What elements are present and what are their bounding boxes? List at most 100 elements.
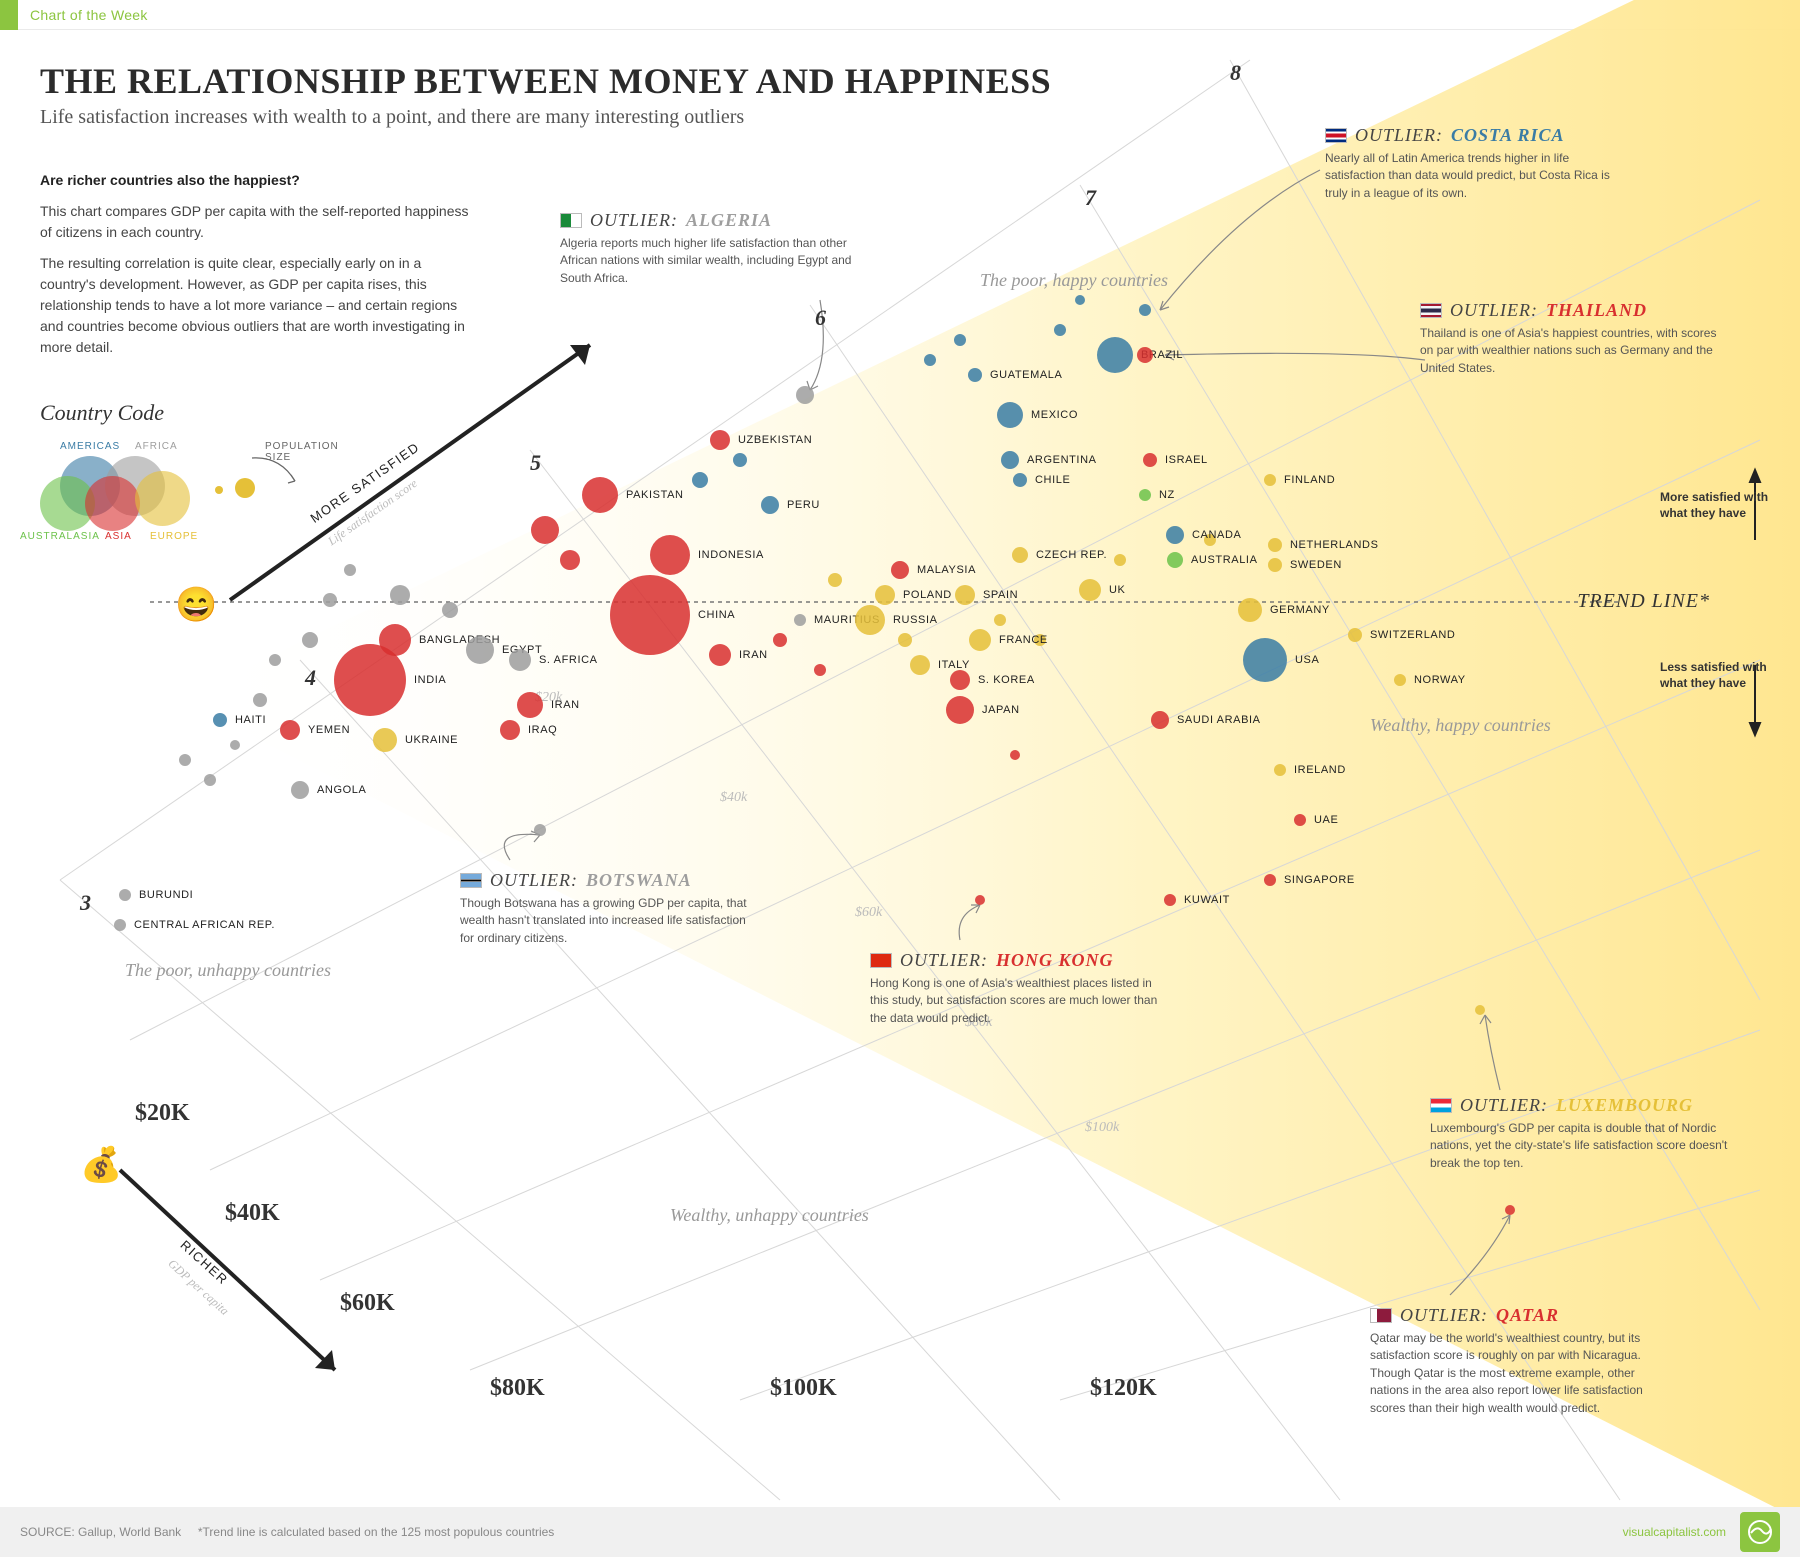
country-label: INDIA xyxy=(414,674,446,686)
callout-costarica: OUTLIER: COSTA RICA Nearly all of Latin … xyxy=(1325,125,1625,202)
country-dot xyxy=(213,713,227,727)
country-label: HAITI xyxy=(235,714,266,726)
country-label: IRAN xyxy=(739,649,768,661)
country-dot xyxy=(709,644,731,666)
life-tick: 3 xyxy=(80,890,91,916)
callout-country: LUXEMBOURG xyxy=(1556,1095,1693,1116)
gdp-tick: $40K xyxy=(225,1200,280,1227)
gdp-tick: $120K xyxy=(1090,1375,1157,1402)
country-dot xyxy=(323,593,337,607)
country-dot xyxy=(442,602,458,618)
country-label: ARGENTINA xyxy=(1027,454,1097,466)
gdp-tick: $60K xyxy=(340,1290,395,1317)
country-label: CZECH REP. xyxy=(1036,549,1107,561)
country-label: CENTRAL AFRICAN REP. xyxy=(134,919,275,931)
callout-country: COSTA RICA xyxy=(1451,125,1565,146)
callout-hongkong: OUTLIER: HONG KONG Hong Kong is one of A… xyxy=(870,950,1170,1027)
footer-note: *Trend line is calculated based on the 1… xyxy=(198,1525,554,1539)
country-dot xyxy=(466,636,494,664)
country-dot xyxy=(898,633,912,647)
country-label: SINGAPORE xyxy=(1284,874,1355,886)
callout-country: ALGERIA xyxy=(686,210,772,231)
callout-body: Though Botswana has a growing GDP per ca… xyxy=(460,895,760,947)
country-label: CANADA xyxy=(1192,529,1241,541)
country-dot xyxy=(950,670,970,690)
gdp-tick: $20K xyxy=(135,1100,190,1127)
country-dot xyxy=(230,740,240,750)
country-dot xyxy=(1238,598,1262,622)
country-dot xyxy=(710,430,730,450)
country-label: NETHERLANDS xyxy=(1290,539,1379,551)
life-tick: 4 xyxy=(305,665,316,691)
country-label: IRELAND xyxy=(1294,764,1346,776)
outlier-word: OUTLIER: xyxy=(590,210,678,231)
country-dot xyxy=(1294,814,1306,826)
country-dot xyxy=(1164,894,1176,906)
outlier-word: OUTLIER: xyxy=(900,950,988,971)
country-dot xyxy=(875,585,895,605)
country-dot xyxy=(1001,451,1019,469)
callout-head: OUTLIER: COSTA RICA xyxy=(1325,125,1625,146)
country-label: YEMEN xyxy=(308,724,350,736)
country-dot xyxy=(1139,304,1151,316)
country-dot xyxy=(1243,638,1287,682)
flag-icon xyxy=(1420,303,1442,318)
callout-head: OUTLIER: LUXEMBOURG xyxy=(1430,1095,1730,1116)
country-dot xyxy=(204,774,216,786)
country-dot xyxy=(179,754,191,766)
country-label: UZBEKISTAN xyxy=(738,434,812,446)
country-label: S. KOREA xyxy=(978,674,1035,686)
country-dot xyxy=(379,624,411,656)
country-dot xyxy=(997,402,1023,428)
callout-head: OUTLIER: QATAR xyxy=(1370,1305,1670,1326)
country-dot xyxy=(969,629,991,651)
callout-country: QATAR xyxy=(1496,1305,1559,1326)
life-tick: 7 xyxy=(1085,185,1096,211)
country-dot xyxy=(1097,337,1133,373)
country-label: RUSSIA xyxy=(893,614,938,626)
country-dot xyxy=(1166,526,1184,544)
country-dot xyxy=(946,696,974,724)
country-dot xyxy=(582,477,618,513)
infographic-root: { "topbar": { "label": "Chart of the Wee… xyxy=(0,0,1800,1557)
flag-icon xyxy=(870,953,892,968)
footer: SOURCE: Gallup, World Bank *Trend line i… xyxy=(0,1507,1800,1557)
country-label: SPAIN xyxy=(983,589,1018,601)
inline-gdp-tick: $40k xyxy=(720,790,747,806)
country-label: NZ xyxy=(1159,489,1175,501)
country-dot xyxy=(954,334,966,346)
country-dot xyxy=(1264,474,1276,486)
country-dot xyxy=(1012,547,1028,563)
inline-gdp-tick: $60k xyxy=(855,905,882,921)
country-dot xyxy=(531,516,559,544)
country-label: PAKISTAN xyxy=(626,489,684,501)
callout-qatar: OUTLIER: QATAR Qatar may be the world's … xyxy=(1370,1305,1670,1417)
country-label: S. AFRICA xyxy=(539,654,598,666)
country-dot xyxy=(373,728,397,752)
country-label: SAUDI ARABIA xyxy=(1177,714,1261,726)
callout-country: HONG KONG xyxy=(996,950,1114,971)
outlier-word: OUTLIER: xyxy=(1460,1095,1548,1116)
gdp-tick: $80K xyxy=(490,1375,545,1402)
flag-icon xyxy=(560,213,582,228)
outlier-word: OUTLIER: xyxy=(490,870,578,891)
country-label: GUATEMALA xyxy=(990,369,1062,381)
country-dot xyxy=(114,919,126,931)
country-label: UK xyxy=(1109,584,1125,596)
callout-country: THAILAND xyxy=(1546,300,1647,321)
brand-logo-icon xyxy=(1740,1512,1780,1552)
callout-body: Thailand is one of Asia's happiest count… xyxy=(1420,325,1720,377)
life-tick: 6 xyxy=(815,305,826,331)
country-dot xyxy=(910,655,930,675)
country-dot xyxy=(1013,473,1027,487)
callout-body: Nearly all of Latin America trends highe… xyxy=(1325,150,1625,202)
country-dot xyxy=(1167,552,1183,568)
country-dot xyxy=(994,614,1006,626)
country-dot xyxy=(828,573,842,587)
country-dot xyxy=(1079,579,1101,601)
country-label: BURUNDI xyxy=(139,889,193,901)
life-tick: 5 xyxy=(530,450,541,476)
country-label: UKRAINE xyxy=(405,734,458,746)
country-dot xyxy=(390,585,410,605)
country-dot xyxy=(269,654,281,666)
